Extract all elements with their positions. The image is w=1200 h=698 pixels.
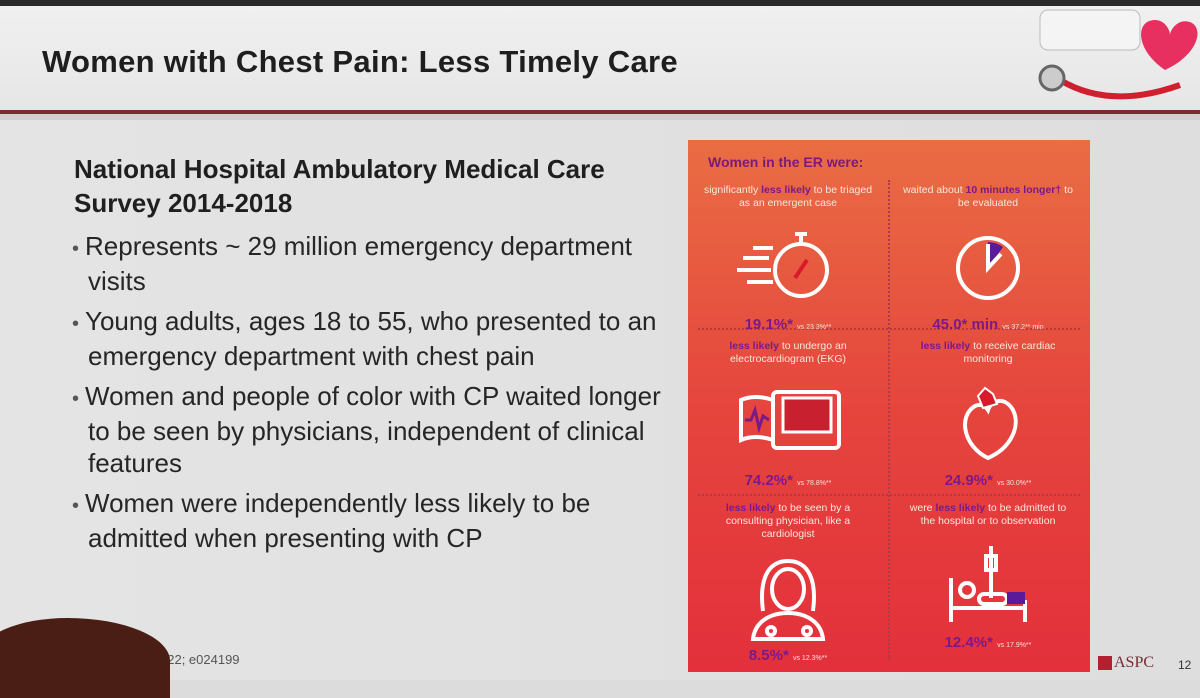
citation: 022; e024199 — [160, 652, 240, 667]
stat-value: 24.9%* — [944, 472, 993, 489]
header-divider — [0, 110, 1200, 114]
bullet-item: Women were independently less likely to … — [72, 487, 662, 554]
divider — [698, 494, 1080, 496]
cell-caption: less likely to receive cardiac monitorin… — [920, 340, 1056, 365]
highlight-text: less likely — [761, 184, 811, 196]
infographic-cell: less likely to be seen by a consulting p… — [688, 498, 888, 668]
bullet-list: Represents ~ 29 million emergency depart… — [72, 230, 662, 562]
highlight-text: 10 minutes longer† — [965, 184, 1062, 196]
page-number: 12 — [1178, 658, 1192, 672]
female-doctor-icon — [750, 558, 826, 641]
header-shadow — [0, 114, 1200, 120]
stat-value: 45.0* min — [932, 316, 999, 333]
cell-stat: 8.5%* vs 12.3%** — [688, 647, 888, 664]
stat-comparison: vs 17.9%** — [997, 642, 1032, 649]
cell-stat: 19.1%* vs 23.3%** — [688, 316, 888, 333]
infographic-title: Women in the ER were: — [708, 154, 864, 170]
infographic-cell: waited about 10 minutes longer† to be ev… — [888, 180, 1088, 350]
bullet-item: Women and people of color with CP waited… — [72, 380, 662, 479]
cell-caption: waited about 10 minutes longer† to be ev… — [903, 184, 1073, 209]
infographic-cell: less likely to undergo an electrocardiog… — [688, 336, 888, 506]
stopwatch-icon — [737, 232, 829, 298]
slide-title: Women with Chest Pain: Less Timely Care — [42, 44, 678, 79]
stat-value: 8.5%* — [748, 647, 789, 664]
stat-comparison: vs 23.3%** — [797, 324, 832, 331]
aspc-logo: ASPC — [1098, 654, 1154, 672]
heart-icon — [963, 386, 1018, 461]
stat-value: 74.2%* — [744, 472, 793, 489]
cell-stat: 24.9%* vs 30.0%** — [888, 472, 1088, 489]
cell-stat: 45.0* min vs 37.2** min — [888, 316, 1088, 333]
infographic-cell: less likely to receive cardiac monitorin… — [888, 336, 1088, 506]
stethoscope-heart-icon — [1038, 9, 1198, 100]
slide-header — [0, 6, 1200, 112]
subheading: National Hospital Ambulatory Medical Car… — [74, 154, 605, 218]
highlight-text: less likely — [935, 502, 986, 514]
cell-stat: 12.4%* vs 17.9%** — [888, 634, 1088, 651]
divider — [888, 180, 890, 660]
cell-caption: less likely to undergo an electrocardiog… — [729, 340, 847, 365]
clock-icon — [956, 236, 1020, 300]
stat-value: 12.4%* — [944, 634, 993, 651]
stat-comparison: vs 37.2** min — [1002, 324, 1044, 331]
highlight-text: less likely — [725, 502, 776, 514]
infographic-cell: were less likely to be admitted to the h… — [888, 498, 1088, 668]
stat-value: 19.1%* — [744, 316, 793, 333]
top-edge — [0, 0, 1200, 6]
bullet-item: Represents ~ 29 million emergency depart… — [72, 230, 662, 297]
highlight-text: less likely — [920, 340, 971, 352]
ekg-machine-icon — [739, 390, 841, 450]
bullet-item: Young adults, ages 18 to 55, who present… — [72, 305, 662, 372]
cell-caption: significantly less likely to be triaged … — [703, 184, 873, 209]
infographic-cell: significantly less likely to be triaged … — [688, 180, 888, 350]
cell-caption: were less likely to be admitted to the h… — [909, 502, 1067, 527]
stat-comparison: vs 30.0%** — [997, 480, 1032, 487]
stat-comparison: vs 12.3%** — [792, 655, 828, 662]
cell-caption: less likely to be seen by a consulting p… — [725, 502, 851, 540]
divider — [698, 328, 1080, 330]
cell-stat: 74.2%* vs 78.8%** — [688, 472, 888, 489]
infographic-panel: Women in the ER were: significantly less… — [688, 140, 1090, 672]
highlight-text: less likely — [729, 340, 779, 352]
stat-comparison: vs 78.8%** — [797, 480, 832, 487]
logo-text: ASPC — [1114, 654, 1155, 671]
hospital-bed-icon — [949, 546, 1027, 622]
